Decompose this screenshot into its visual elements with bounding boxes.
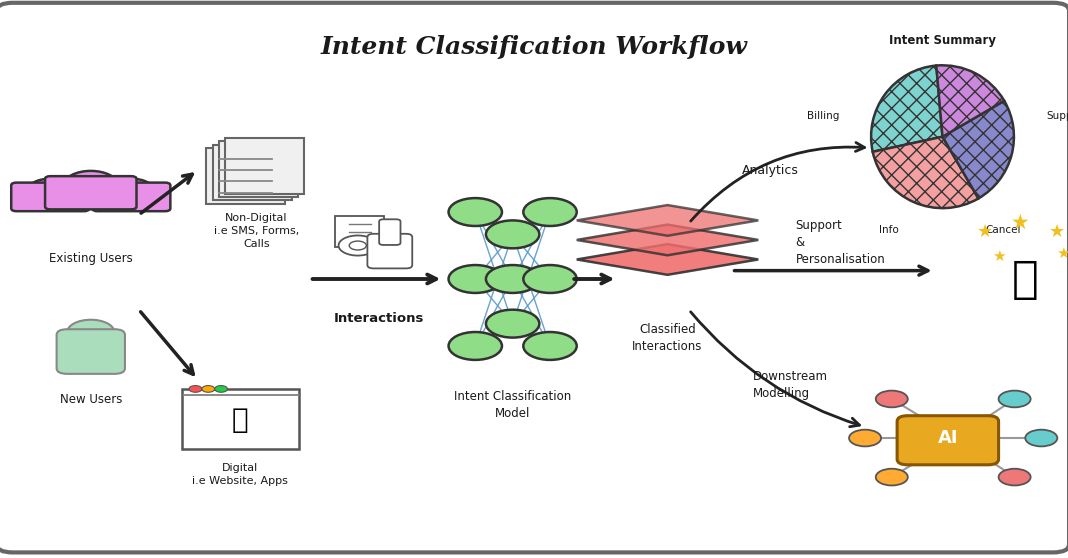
Text: Analytics: Analytics [742, 163, 799, 177]
Circle shape [449, 332, 502, 360]
Circle shape [339, 235, 377, 256]
Circle shape [523, 198, 577, 226]
FancyBboxPatch shape [12, 182, 90, 211]
FancyBboxPatch shape [213, 145, 292, 200]
Circle shape [67, 320, 114, 344]
Text: Intent Classification
Model: Intent Classification Model [454, 389, 571, 420]
Text: ★: ★ [1049, 223, 1066, 240]
FancyBboxPatch shape [225, 138, 304, 194]
Circle shape [486, 310, 539, 338]
Circle shape [999, 391, 1031, 407]
Circle shape [202, 386, 215, 392]
FancyBboxPatch shape [219, 141, 298, 197]
Text: Existing Users: Existing Users [49, 252, 132, 265]
Circle shape [876, 469, 908, 485]
Circle shape [449, 265, 502, 293]
Text: ★: ★ [1010, 213, 1030, 233]
Polygon shape [577, 205, 758, 235]
FancyBboxPatch shape [335, 216, 384, 247]
FancyBboxPatch shape [367, 234, 412, 268]
Text: Digital
i.e Website, Apps: Digital i.e Website, Apps [192, 463, 288, 486]
Circle shape [215, 386, 227, 392]
FancyBboxPatch shape [0, 3, 1068, 552]
Circle shape [999, 469, 1031, 485]
Text: Intent Classification Workflow: Intent Classification Workflow [320, 35, 748, 60]
Text: Downstream
Modelling: Downstream Modelling [753, 370, 828, 400]
Text: New Users: New Users [60, 393, 122, 406]
Text: Classified
Interactions: Classified Interactions [632, 323, 703, 353]
Circle shape [109, 179, 154, 202]
Circle shape [449, 198, 502, 226]
FancyBboxPatch shape [206, 148, 285, 204]
Circle shape [849, 430, 881, 446]
FancyBboxPatch shape [897, 416, 999, 465]
Circle shape [523, 332, 577, 360]
Text: ★: ★ [976, 223, 993, 240]
Circle shape [486, 265, 539, 293]
Circle shape [189, 386, 202, 392]
Circle shape [349, 241, 366, 250]
FancyBboxPatch shape [92, 182, 170, 211]
FancyBboxPatch shape [57, 329, 125, 374]
Circle shape [523, 265, 577, 293]
Circle shape [1025, 430, 1057, 446]
Text: 👍: 👍 [1011, 257, 1039, 301]
Circle shape [876, 391, 908, 407]
Text: Interactions: Interactions [334, 311, 424, 325]
Circle shape [28, 179, 73, 202]
FancyBboxPatch shape [45, 176, 137, 209]
Text: Support
&
Personalisation: Support & Personalisation [796, 219, 885, 266]
Text: Non-Digital
i.e SMS, Forms,
Calls: Non-Digital i.e SMS, Forms, Calls [214, 213, 299, 249]
FancyBboxPatch shape [379, 219, 400, 245]
Circle shape [486, 220, 539, 248]
FancyBboxPatch shape [182, 389, 299, 449]
Text: ★: ★ [992, 249, 1005, 264]
Text: AI: AI [938, 429, 959, 447]
Polygon shape [577, 224, 758, 255]
Circle shape [64, 171, 117, 199]
Text: 🌐: 🌐 [232, 406, 249, 434]
Polygon shape [577, 244, 758, 275]
Text: ★: ★ [1056, 247, 1068, 261]
